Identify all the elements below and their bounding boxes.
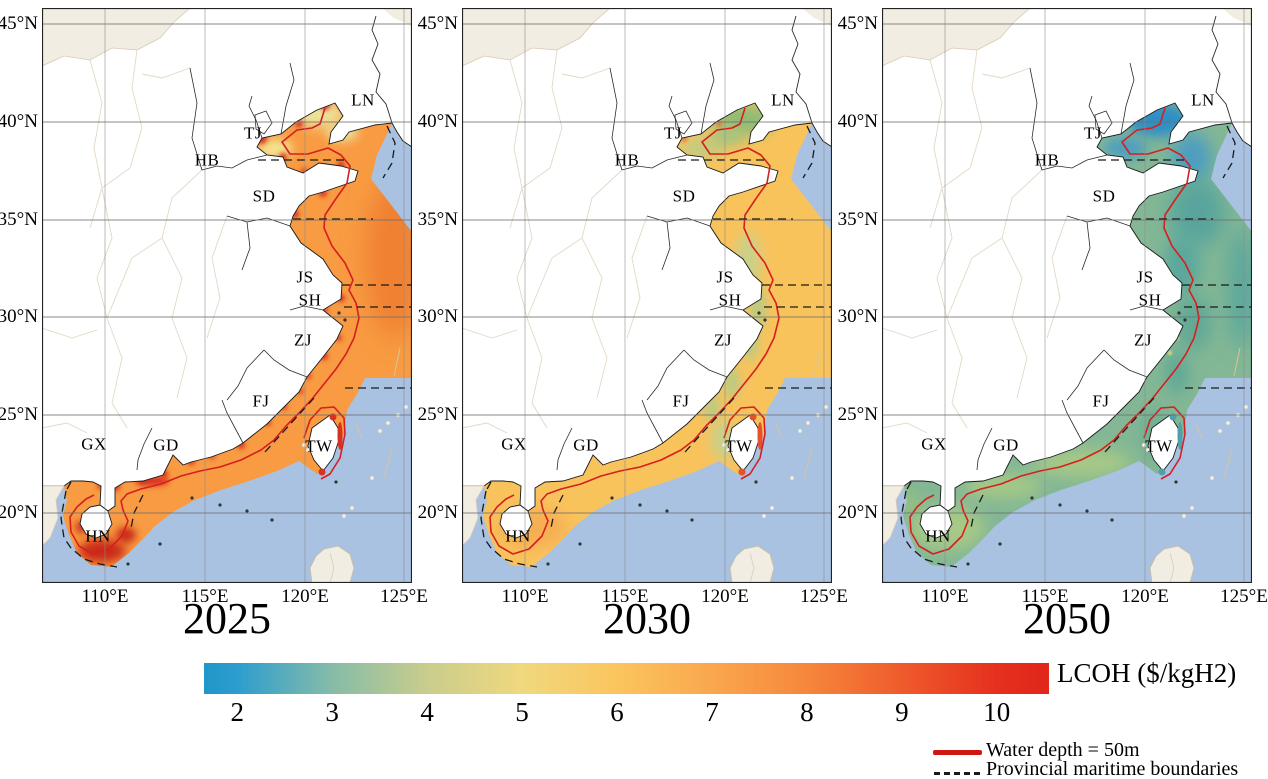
lat-tick-label: 25°N (417, 404, 458, 425)
colorbar-tick-label: 10 (983, 697, 1011, 727)
province-label-tw: TW (1145, 436, 1173, 456)
lat-tick-label: 40°N (417, 111, 458, 132)
colorbar-tick-label: 2 (230, 697, 244, 727)
lon-tick-label: 110°E (501, 586, 549, 607)
lat-tick-label: 45°N (837, 13, 878, 34)
lcoh-colorbar (204, 663, 1049, 694)
legend-maritime-boundary-label: Provincial maritime boundaries (986, 758, 1239, 779)
lon-tick-label: 125°E (800, 586, 848, 607)
year-label-2050: 2050 (1023, 594, 1111, 643)
province-label-hb: HB (194, 150, 220, 170)
province-label-fj: FJ (1092, 391, 1110, 411)
colorbar-tick-label: 5 (515, 697, 529, 727)
lat-tick-label: 30°N (417, 306, 458, 327)
lat-tick-label: 45°N (0, 13, 38, 34)
province-label-tw: TW (305, 436, 333, 456)
province-label-sd: SD (252, 186, 276, 206)
province-label-js: JS (716, 267, 734, 287)
lat-tick-label: 25°N (837, 404, 878, 425)
province-label-hn: HN (85, 526, 111, 546)
province-label-ln: LN (1191, 90, 1215, 110)
lon-tick-label: 120°E (281, 586, 329, 607)
map-2025 (42, 8, 412, 583)
map-2030 (462, 8, 832, 583)
lon-tick-label: 110°E (81, 586, 129, 607)
province-label-fj: FJ (252, 391, 270, 411)
colorbar-title: LCOH ($/kgH2) (1057, 658, 1237, 688)
province-label-zj: ZJ (1134, 330, 1152, 350)
colorbar-tick-label: 6 (610, 697, 624, 727)
province-label-fj: FJ (672, 391, 690, 411)
colorbar-tick-label: 8 (800, 697, 814, 727)
province-label-tw: TW (725, 436, 753, 456)
province-label-gd: GD (573, 435, 599, 455)
lat-tick-label: 35°N (417, 209, 458, 230)
lat-tick-label: 40°N (837, 111, 878, 132)
map-2050 (882, 8, 1252, 583)
colorbar-tick-label: 7 (705, 697, 719, 727)
lat-tick-label: 35°N (837, 209, 878, 230)
lat-tick-label: 20°N (417, 502, 458, 523)
lat-tick-label: 45°N (417, 13, 458, 34)
lon-tick-label: 120°E (1121, 586, 1169, 607)
province-label-gx: GX (501, 434, 527, 454)
province-label-hn: HN (505, 526, 531, 546)
province-label-ln: LN (351, 90, 375, 110)
province-label-gd: GD (153, 435, 179, 455)
lat-tick-label: 20°N (837, 502, 878, 523)
lon-tick-label: 125°E (1220, 586, 1268, 607)
lon-tick-label: 120°E (701, 586, 749, 607)
lat-tick-label: 30°N (837, 306, 878, 327)
province-label-sh: SH (298, 290, 322, 310)
province-label-gx: GX (81, 434, 107, 454)
legend-water-depth-label: Water depth = 50m (986, 739, 1140, 761)
lat-tick-label: 25°N (0, 404, 38, 425)
province-label-sh: SH (1138, 290, 1162, 310)
province-label-sd: SD (1092, 186, 1116, 206)
province-label-tj: TJ (664, 123, 682, 143)
province-label-tj: TJ (244, 123, 262, 143)
map-panel-2025 (42, 8, 412, 583)
colorbar-tick-label: 3 (325, 697, 339, 727)
lat-tick-label: 20°N (0, 502, 38, 523)
year-label-2030: 2030 (603, 594, 691, 643)
lat-tick-label: 35°N (0, 209, 38, 230)
maritime-boundary-dash-icon (934, 772, 984, 775)
province-label-hb: HB (614, 150, 640, 170)
lat-tick-label: 40°N (0, 111, 38, 132)
map-panel-2050 (882, 8, 1252, 583)
lat-tick-label: 30°N (0, 306, 38, 327)
province-label-hn: HN (925, 526, 951, 546)
lon-tick-label: 115°E (601, 586, 649, 607)
water-depth-line-icon (933, 750, 982, 755)
province-label-tj: TJ (1084, 123, 1102, 143)
province-label-sd: SD (672, 186, 696, 206)
province-label-zj: ZJ (294, 330, 312, 350)
province-label-js: JS (1136, 267, 1154, 287)
province-label-gd: GD (993, 435, 1019, 455)
lon-tick-label: 115°E (1021, 586, 1069, 607)
colorbar-tick-label: 9 (895, 697, 909, 727)
colorbar-tick-label: 4 (420, 697, 434, 727)
province-label-sh: SH (718, 290, 742, 310)
province-label-ln: LN (771, 90, 795, 110)
map-panel-2030 (462, 8, 832, 583)
province-label-hb: HB (1034, 150, 1060, 170)
province-label-js: JS (296, 267, 314, 287)
province-label-gx: GX (921, 434, 947, 454)
lon-tick-label: 110°E (921, 586, 969, 607)
lon-tick-label: 115°E (181, 586, 229, 607)
lon-tick-label: 125°E (380, 586, 428, 607)
year-label-2025: 2025 (183, 594, 271, 643)
province-label-zj: ZJ (714, 330, 732, 350)
